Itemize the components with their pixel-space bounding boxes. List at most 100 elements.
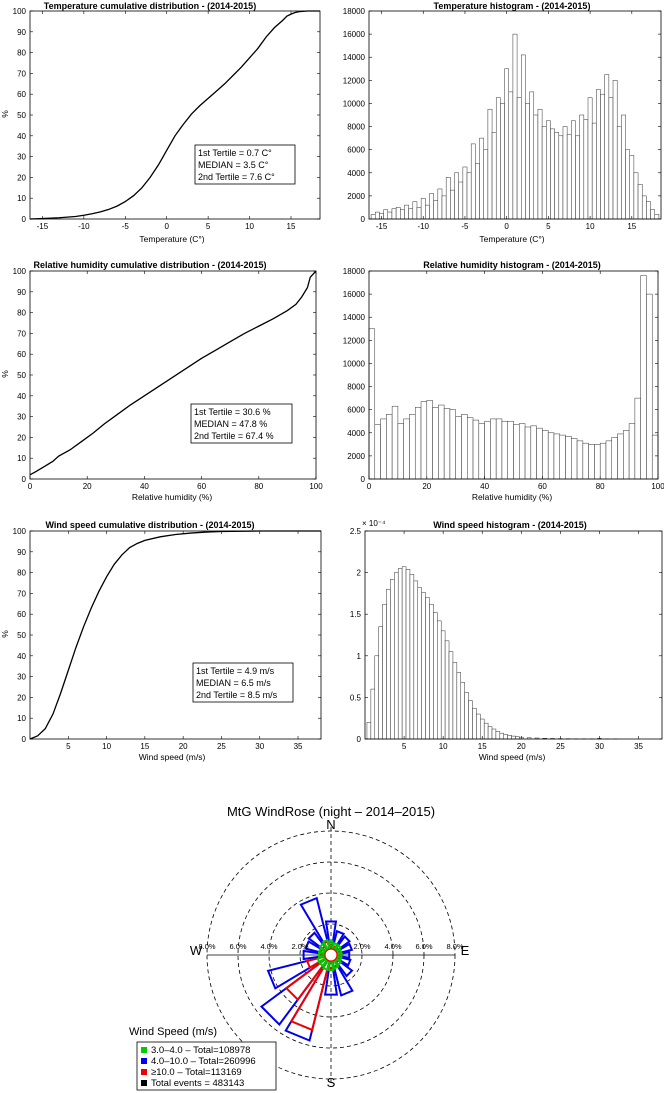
plot-5-bar	[386, 588, 391, 740]
plot-2-ytick-label: 100	[13, 267, 27, 276]
plot-5-ytick-label: 2.5	[350, 527, 362, 536]
plot-1-bar	[470, 143, 476, 220]
plot-2-ytick-label: 80	[17, 309, 26, 318]
plot-3-ytick-label: 6000	[347, 406, 365, 415]
temp-tertile-2: 2nd Tertile = 7.6 C°	[198, 172, 275, 182]
plot-4-xtick-label: 30	[255, 742, 264, 751]
temp-median: MEDIAN = 3.5 C°	[198, 160, 269, 170]
plot-4-xtick-label: 35	[294, 742, 303, 751]
ring-label-e-4: 4.0%	[384, 942, 401, 951]
plot-5-ytick-label: 1	[357, 652, 362, 661]
plot-1-bar	[429, 193, 434, 220]
plot-1-bar	[637, 184, 643, 220]
plot-2-ytick-label: 60	[17, 350, 26, 359]
plot-1-bar	[629, 155, 635, 220]
plot-3-bar	[507, 420, 514, 480]
plot-1-ytick-label: 6000	[347, 146, 365, 155]
plot-0-xtick-label: 0	[164, 222, 169, 231]
plot-1-bar	[625, 149, 630, 220]
plot-1-bar	[571, 120, 576, 220]
plot-3-bar	[484, 420, 491, 480]
plot-3-ytick-label: 2000	[347, 452, 365, 461]
plot-1-bar	[425, 204, 430, 220]
plot-3-bar	[547, 432, 555, 480]
legend-swatch-mid	[141, 1058, 147, 1064]
plot-5-bar	[448, 651, 454, 740]
plot-5-bar	[429, 603, 434, 740]
plot-1-bar	[525, 103, 530, 220]
plot-3-bar	[617, 433, 624, 480]
plot-5-bar	[382, 603, 387, 740]
plot-3-bar	[414, 407, 422, 480]
plot-1-bar	[445, 177, 451, 220]
temp-stats-box	[194, 144, 296, 185]
plot-0-ytick-label: 10	[17, 194, 26, 203]
plot-4-ytick-label: 0	[22, 735, 27, 744]
plot-3-bar	[605, 440, 613, 480]
plot-1-bar	[608, 97, 614, 220]
plot-0-ytick-label: 30	[17, 153, 26, 162]
plot-2-ytick-label: 30	[17, 413, 26, 422]
plot-5-xtick-label: 10	[439, 742, 448, 751]
plot-3-bar	[628, 423, 636, 480]
plot-1-bar	[508, 91, 514, 220]
plot-1-bar	[404, 204, 409, 220]
plot-2-ytick-label: 70	[17, 329, 26, 338]
plot-3-bar	[599, 442, 607, 480]
plot-1-bar	[375, 211, 380, 220]
ring-label-w-2: 2.0%	[291, 942, 308, 951]
wind-stats-box	[192, 662, 294, 703]
plot-1-xtick-label: -5	[461, 222, 469, 231]
windrose-plot	[206, 827, 456, 1083]
plot-5-bar	[401, 566, 407, 740]
plot-4-ytick-label: 80	[17, 569, 26, 578]
plot-4-xtick-label: 15	[140, 742, 149, 751]
plot-5-bar	[394, 572, 399, 740]
plot-1-bar	[458, 181, 464, 220]
plot-3-bar	[559, 434, 566, 480]
plot-5-bar	[440, 630, 446, 740]
plot-5-bar	[495, 731, 501, 740]
plot-3-bar	[495, 418, 503, 480]
plot-3-bar	[651, 434, 659, 480]
plot-0-xtick-label: 10	[245, 222, 254, 231]
ring-label-w-4: 4.0%	[260, 942, 277, 951]
plot-5-bar	[425, 597, 430, 740]
plot-5-bar	[456, 672, 461, 740]
legend-entry-calm: 3.0–4.0 – Total=108978	[151, 1045, 250, 1056]
wind-cdf-ylabel: %	[0, 630, 10, 638]
plot-2-xtick-label: 100	[309, 482, 323, 491]
rh-hist-xlabel: Relative humidity (%)	[472, 492, 552, 502]
plot-3-bar	[553, 433, 560, 480]
plot-1-bar	[591, 122, 597, 220]
windrose-legend-box	[136, 1041, 277, 1091]
plot-3-bar	[542, 430, 549, 480]
legend-entry-high: ≥10.0 – Total=113169	[151, 1067, 242, 1078]
plot-5-bar	[378, 626, 383, 740]
plot-3-xtick-label: 20	[422, 482, 431, 491]
plot-5-bar	[390, 579, 395, 740]
plot-5-bar	[460, 682, 465, 740]
plot-0-ytick-label: 70	[17, 69, 26, 78]
plot-1-bar	[466, 172, 472, 220]
temp-tertile-1: 1st Tertile = 0.7 C°	[198, 148, 272, 158]
plot-2-xtick-label: 80	[254, 482, 263, 491]
plot-3-bar	[380, 418, 387, 480]
plot-5-bar	[397, 568, 403, 740]
plot-3-xtick-label: 40	[480, 482, 489, 491]
windrose-center	[324, 948, 338, 962]
plot-1-bar	[554, 132, 560, 220]
plot-1-bar	[420, 197, 426, 220]
plot-1-bar	[491, 132, 497, 220]
plot-2-ytick-label: 10	[17, 454, 26, 463]
plot-3-bar	[536, 427, 543, 480]
windrose-legend-title: Wind Speed (m/s)	[129, 1026, 217, 1038]
plot-3-xtick-label: 100	[651, 482, 664, 491]
plot-5-bar	[503, 734, 508, 740]
plot-1-bar	[400, 209, 405, 220]
plot-4-ytick-label: 40	[17, 652, 26, 661]
plot-1-xtick-label: 5	[546, 222, 551, 231]
plot-1-bar	[521, 54, 526, 220]
plot-1-bar	[391, 208, 397, 220]
